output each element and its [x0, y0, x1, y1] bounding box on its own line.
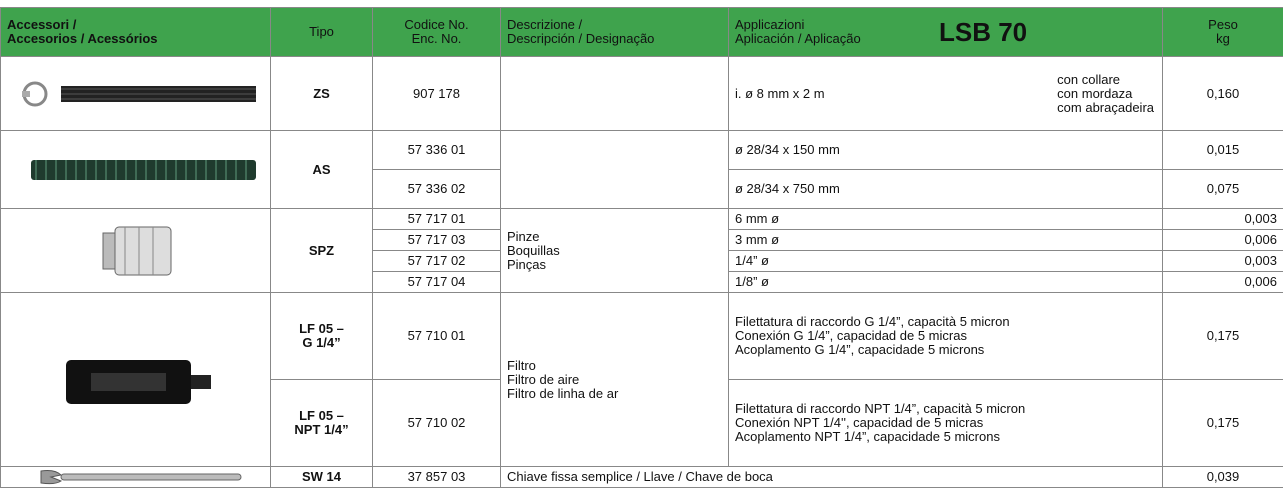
header-cell: Peso kg: [1162, 7, 1283, 57]
row: SW 14 37 857 03 Chiave fissa semplice / …: [0, 466, 1283, 488]
row: SPZ 57 717 01 Pinze Boquillas Pinças 6 m…: [0, 208, 1283, 293]
weight-cell: 0,039: [1162, 466, 1283, 488]
row: LF 05 – NPT 1/4” 57 710 02 Filettatura d…: [1, 379, 1283, 467]
application-cell: Filettatura di raccordo NPT 1/4”, capaci…: [728, 379, 1163, 467]
description-cell: Chiave fissa semplice / Llave / Chave de…: [500, 466, 1163, 488]
code-cell: 37 857 03: [372, 466, 501, 488]
header-cell: Codice No. Enc. No.: [372, 7, 501, 57]
weight-cell: 0,075: [1162, 169, 1283, 209]
application-cell: Filettatura di raccordo G 1/4”, capacità…: [728, 292, 1163, 380]
weight-cell: 0,006: [1162, 271, 1283, 293]
row: 57 717 04 1/8” ø 0,006: [1, 271, 1283, 293]
code-cell: 57 717 03: [372, 229, 501, 251]
image-cell: [0, 130, 271, 209]
type-cell: SW 14: [270, 466, 373, 488]
header-row: Accessori / Accesorios / Acessórios Tipo…: [0, 7, 1283, 57]
type-cell: ZS: [270, 56, 373, 131]
image-cell: [0, 56, 271, 131]
header-cell: Accessori / Accesorios / Acessórios: [0, 7, 271, 57]
code-cell: 57 710 01: [372, 292, 501, 380]
description-cell: Filtro Filtro de aire Filtro de linha de…: [500, 292, 729, 467]
weight-cell: 0,175: [1162, 379, 1283, 467]
application-text: i. ø 8 mm x 2 m: [735, 85, 825, 101]
code-cell: 57 717 04: [372, 271, 501, 293]
hose-image: [30, 159, 256, 180]
type-cell: AS: [270, 130, 373, 209]
wrench-image: [40, 470, 241, 485]
row: LF 05 – G 1/4” 57 710 01 Filtro Filtro d…: [0, 292, 1283, 467]
description-cell: [500, 130, 729, 209]
model-name: LSB 70: [939, 17, 1028, 47]
weight-cell: 0,015: [1162, 130, 1283, 170]
row: ZS 907 178 i. ø 8 mm x 2 m con collare co…: [0, 56, 1283, 131]
application-cell: 1/8” ø: [728, 271, 1163, 293]
filter-image: [65, 359, 211, 404]
weight-cell: 0,003: [1162, 250, 1283, 272]
type-cell: LF 05 – G 1/4”: [270, 292, 373, 380]
row: AS 57 336 01 ø 28/34 x 150 mm 0,015: [0, 130, 1283, 209]
header-text: Applicazioni Aplicación / Aplicação: [735, 17, 861, 46]
header-cell: Descrizione / Descripción / Designação: [500, 7, 729, 57]
weight-cell: 0,006: [1162, 229, 1283, 251]
accessory-table: Accessori / Accesorios / Acessórios Tipo…: [0, 7, 1283, 488]
description-cell: [500, 56, 729, 131]
application-cell: ø 28/34 x 750 mm: [728, 169, 1163, 209]
image-cell: [0, 208, 271, 293]
header-cell: Tipo: [270, 7, 373, 57]
row: 57 717 03 3 mm ø 0,006: [1, 229, 1283, 251]
type-cell: LF 05 – NPT 1/4”: [270, 379, 373, 467]
header-cell: Applicazioni Aplicación / Aplicação LSB 7…: [728, 7, 1163, 57]
application-cell: 1/4” ø: [728, 250, 1163, 272]
type-cell: SPZ: [270, 208, 373, 293]
weight-cell: 0,160: [1162, 56, 1283, 131]
code-cell: 57 336 01: [372, 130, 501, 170]
application-cell: i. ø 8 mm x 2 m con collare con mordaza c…: [728, 56, 1163, 131]
application-note: con collare con mordaza com abraçadeira: [1057, 71, 1154, 115]
description-cell: Pinze Boquillas Pinças: [500, 208, 729, 293]
code-cell: 57 717 02: [372, 250, 501, 272]
code-cell: 907 178: [372, 56, 501, 131]
image-cell: [0, 466, 271, 488]
image-cell: [0, 292, 271, 467]
clamp-hose-image: [21, 81, 256, 106]
weight-cell: 0,175: [1162, 292, 1283, 380]
application-cell: ø 28/34 x 150 mm: [728, 130, 1163, 170]
weight-cell: 0,003: [1162, 208, 1283, 230]
collet-image: [102, 226, 171, 275]
application-cell: 6 mm ø: [728, 208, 1163, 230]
application-cell: 3 mm ø: [728, 229, 1163, 251]
code-cell: 57 336 02: [372, 169, 501, 209]
code-cell: 57 710 02: [372, 379, 501, 467]
code-cell: 57 717 01: [372, 208, 501, 230]
